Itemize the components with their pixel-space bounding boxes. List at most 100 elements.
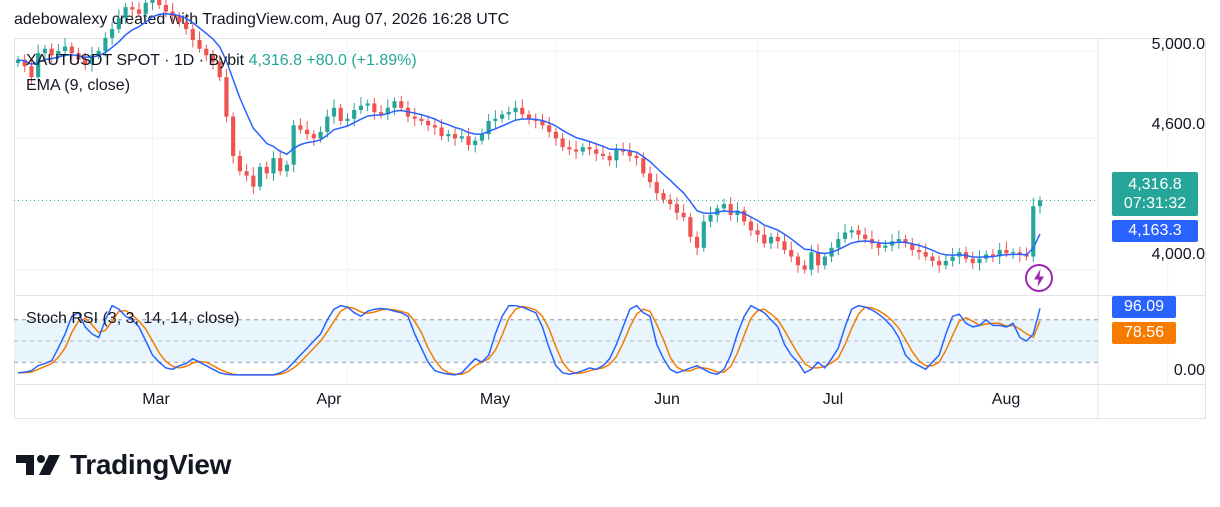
candle-body [493,118,498,121]
candle-body [553,131,558,139]
countdown-timer: 07:31:32 [1123,195,1187,212]
lightning-icon[interactable] [1024,263,1054,293]
candle-body [83,59,88,65]
month-label: Jul [822,391,844,408]
last-price-tag-value: 4,316.8 [1128,176,1182,193]
candle-body [634,155,639,159]
month-label: May [479,391,511,408]
symbol-label[interactable]: XAUTUSDT SPOT · 1D · Bybit [26,52,245,69]
stoch-legend[interactable]: Stoch RSI (3, 3, 14, 14, close) [26,310,240,327]
candle-body [318,131,323,139]
candle-body [600,153,606,156]
candle-body [419,118,424,121]
candle-body [466,136,471,145]
candle-body [372,103,377,113]
candle-body [365,103,370,106]
candle-body [291,125,296,165]
stoch-k-line [17,304,1041,376]
candle-body [479,134,485,141]
candle-body [426,120,431,126]
candle-body [15,59,21,63]
candle-body [621,149,626,152]
candle-body [432,125,437,128]
stoch-tick: 0.00 [1173,362,1205,379]
candle-body [271,158,276,174]
candle-body [163,5,169,12]
candle-body [627,151,632,156]
candle-body [923,252,928,257]
tradingview-logo[interactable]: TradingView [16,447,231,483]
candle-body [876,243,881,248]
candle-body [641,158,646,174]
tradingview-logo-icon [16,455,60,475]
ema-legend[interactable]: EMA (9, close) [26,77,131,94]
candle-body [1031,206,1036,257]
candle-body [486,120,491,135]
month-label: Aug [991,391,1021,408]
candle-body [943,260,948,266]
candle-body [1037,200,1043,207]
candle-body [594,149,599,154]
candle-body [446,134,451,137]
candle-body [69,46,74,54]
candle-body [903,239,908,244]
candle-body [849,230,854,233]
candle-body [728,204,733,215]
candle-body [896,239,901,242]
candle-body [278,158,283,172]
candle-body [668,199,673,205]
stoch-d-tag: 78.56 [1112,322,1176,344]
candle-body [190,29,195,40]
candle-body [795,256,801,266]
candle-body [916,250,922,253]
price-tick: 4,000.0 [1151,246,1205,263]
candle-body [439,127,444,137]
candle-body [526,114,532,119]
candle-body [688,217,693,237]
candle-body [244,171,249,176]
month-label: Apr [316,391,342,408]
candle-body [587,147,592,150]
candle-body [540,120,545,126]
candle-body [311,134,316,139]
candle-body [251,175,256,187]
candle-body [977,258,982,264]
candle-body [836,239,841,248]
candle-body [110,29,115,38]
candle-body [816,252,821,266]
candle-body [385,107,390,115]
candle-body [708,215,713,222]
candle-body [782,241,787,250]
candle-body [560,138,565,148]
candle-body [325,116,330,132]
candle-body [520,107,525,115]
candle-body [755,230,760,235]
candle-body [96,50,101,56]
chart-frame [14,38,1206,419]
candle-body [130,7,135,10]
candle-body [177,15,182,23]
candle-body [298,125,303,130]
candle-body [768,236,774,244]
candlestick-series [15,0,1043,276]
price-tick: 5,000.0 [1151,36,1205,53]
candle-body [856,230,861,235]
main-legend: XAUTUSDT SPOT · 1D · Bybit 4,316.8 +80.0… [26,52,417,70]
candle-body [338,107,343,121]
candle-body [264,166,269,174]
candle-body [257,166,263,187]
candle-body [210,55,216,62]
candle-body [607,155,612,161]
candle-body [184,22,189,30]
candle-body [237,155,242,172]
candle-body [809,252,814,270]
candle-body [721,204,727,209]
candle-body [49,48,54,56]
candle-body [1011,252,1016,254]
candle-body [1017,252,1022,255]
candle-body [674,204,680,213]
chart-credit: adebowalexy created with TradingView.com… [14,11,510,28]
candle-body [452,134,458,139]
candle-body [547,125,552,132]
